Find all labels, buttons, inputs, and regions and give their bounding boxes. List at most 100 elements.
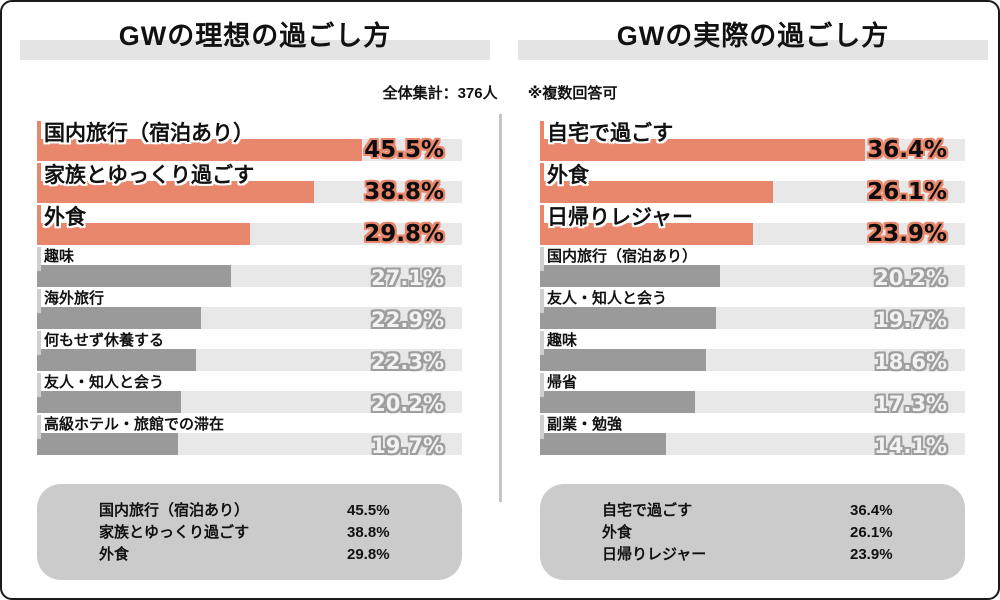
bar-value-label: 14.1% <box>874 434 947 458</box>
bar-row: 海外旅行 22.9% <box>37 288 462 332</box>
row-tick <box>540 331 544 355</box>
title-highlight-band <box>518 40 988 60</box>
survey-total-label: 全体集計：376人 <box>382 85 498 102</box>
bar-fill <box>37 139 363 161</box>
row-tick <box>37 373 41 397</box>
bar-category-label: 日帰りレジャー <box>547 206 693 229</box>
multi-answer-note: ※複数回答可 <box>527 85 618 102</box>
bar-value-label: 27.1% <box>371 266 444 290</box>
bar-category-label: 家族とゆっくり過ごす <box>44 164 255 187</box>
bar-category-label: 外食 <box>44 206 86 229</box>
bar-fill <box>540 181 774 203</box>
bar-row: 家族とゆっくり過ごす 38.8% <box>37 162 462 204</box>
bar-value-label: 19.7% <box>874 308 947 332</box>
row-tick <box>37 121 41 161</box>
bar-fill <box>540 139 866 161</box>
row-tick <box>37 163 41 203</box>
row-tick <box>540 247 544 271</box>
summary-row: 外食 26.1% <box>602 522 965 544</box>
bar-row: 国内旅行（宿泊あり） 20.2% <box>540 246 965 290</box>
summary-value: 38.8% <box>347 524 390 541</box>
bar-row: 何もせず休養する 22.3% <box>37 330 462 374</box>
bar-value-label: 22.9% <box>371 308 444 332</box>
bar-fill <box>540 307 716 329</box>
bar-value-label: 36.4% <box>867 137 947 163</box>
bar-value-label: 20.2% <box>371 392 444 416</box>
summary-label: 国内旅行（宿泊あり） <box>99 502 250 519</box>
summary-label: 日帰りレジャー <box>602 546 707 563</box>
bar-fill <box>540 433 666 455</box>
bar-row: 国内旅行（宿泊あり） 45.5% <box>37 120 462 162</box>
bar-category-label: 自宅で過ごす <box>547 122 674 145</box>
row-tick <box>540 289 544 313</box>
bar-fill <box>540 223 754 245</box>
bar-category-label: 外食 <box>547 164 589 187</box>
summary-box-actual: 自宅で過ごす 36.4% 外食 26.1% 日帰りレジャー 23.9% <box>540 484 965 580</box>
bar-fill <box>37 391 182 413</box>
summary-row: 外食 29.8% <box>99 544 462 566</box>
row-tick <box>37 247 41 271</box>
row-tick <box>540 163 544 203</box>
summary-label: 家族とゆっくり過ごす <box>99 524 250 541</box>
bar-value-label: 22.3% <box>371 350 444 374</box>
bar-fill <box>540 265 721 287</box>
summary-label: 自宅で過ごす <box>602 502 693 519</box>
bar-value-label: 38.8% <box>364 179 444 205</box>
chart-title-ideal: GWの理想の過ごし方 <box>20 14 490 62</box>
bar-category-label: 海外旅行 <box>44 290 105 307</box>
summary-box-ideal: 国内旅行（宿泊あり） 45.5% 家族とゆっくり過ごす 38.8% 外食 29.8% <box>37 484 462 580</box>
bar-row: 高級ホテル・旅館での滞在 19.7% <box>37 414 462 458</box>
bar-category-label: 国内旅行（宿泊あり） <box>547 248 698 265</box>
row-tick <box>540 121 544 161</box>
summary-row: 自宅で過ごす 36.4% <box>602 500 965 522</box>
summary-row: 家族とゆっくり過ごす 38.8% <box>99 522 462 544</box>
vertical-divider <box>499 114 502 502</box>
summary-row: 日帰りレジャー 23.9% <box>602 544 965 566</box>
bar-row: 外食 26.1% <box>540 162 965 204</box>
bar-row: 自宅で過ごす 36.4% <box>540 120 965 162</box>
bar-value-label: 29.8% <box>364 221 444 247</box>
chart-title-text: GWの実際の過ごし方 <box>616 21 890 51</box>
bar-value-label: 45.5% <box>364 137 444 163</box>
bar-category-label: 友人・知人と会う <box>44 374 165 391</box>
bar-category-label: 副業・勉強 <box>547 416 623 433</box>
bar-row: 友人・知人と会う 20.2% <box>37 372 462 416</box>
bar-category-label: 帰省 <box>547 374 578 391</box>
survey-subtitle: 全体集計：376人 ※複数回答可 <box>2 82 998 103</box>
bar-row: 副業・勉強 14.1% <box>540 414 965 458</box>
bar-chart-actual: 自宅で過ごす 36.4% 外食 26.1% 日帰りレジャー 23.9% 国内旅行（宿泊あり）… <box>540 120 965 458</box>
bar-category-label: 国内旅行（宿泊あり） <box>44 122 254 145</box>
summary-row: 国内旅行（宿泊あり） 45.5% <box>99 500 462 522</box>
chart-title-actual: GWの実際の過ごし方 <box>518 14 988 62</box>
summary-value: 36.4% <box>850 502 893 519</box>
bar-value-label: 19.7% <box>371 434 444 458</box>
bar-fill <box>37 349 197 371</box>
bar-fill <box>37 181 315 203</box>
row-tick <box>37 331 41 355</box>
row-tick <box>540 415 544 439</box>
bar-row: 趣味 18.6% <box>540 330 965 374</box>
title-highlight-band <box>20 40 490 60</box>
bar-fill <box>540 391 695 413</box>
bar-chart-ideal: 国内旅行（宿泊あり） 45.5% 家族とゆっくり過ごす 38.8% 外食 29.8% 趣味 2… <box>37 120 462 458</box>
summary-value: 23.9% <box>850 546 893 563</box>
bar-category-label: 趣味 <box>547 332 578 349</box>
summary-value: 45.5% <box>347 502 390 519</box>
bar-category-label: 友人・知人と会う <box>547 290 668 307</box>
row-tick <box>37 289 41 313</box>
chart-title-text: GWの理想の過ごし方 <box>118 21 392 51</box>
bar-value-label: 18.6% <box>874 350 947 374</box>
bar-value-label: 23.9% <box>867 221 947 247</box>
bar-row: 友人・知人と会う 19.7% <box>540 288 965 332</box>
row-tick <box>540 205 544 245</box>
summary-value: 29.8% <box>347 546 390 563</box>
bar-category-label: 趣味 <box>44 248 75 265</box>
bar-fill <box>37 433 178 455</box>
bar-category-label: 何もせず休養する <box>44 332 165 349</box>
bar-fill <box>37 307 201 329</box>
bar-row: 外食 29.8% <box>37 204 462 246</box>
bar-value-label: 20.2% <box>874 266 947 290</box>
bar-value-label: 17.3% <box>874 392 947 416</box>
bar-value-label: 26.1% <box>867 179 947 205</box>
